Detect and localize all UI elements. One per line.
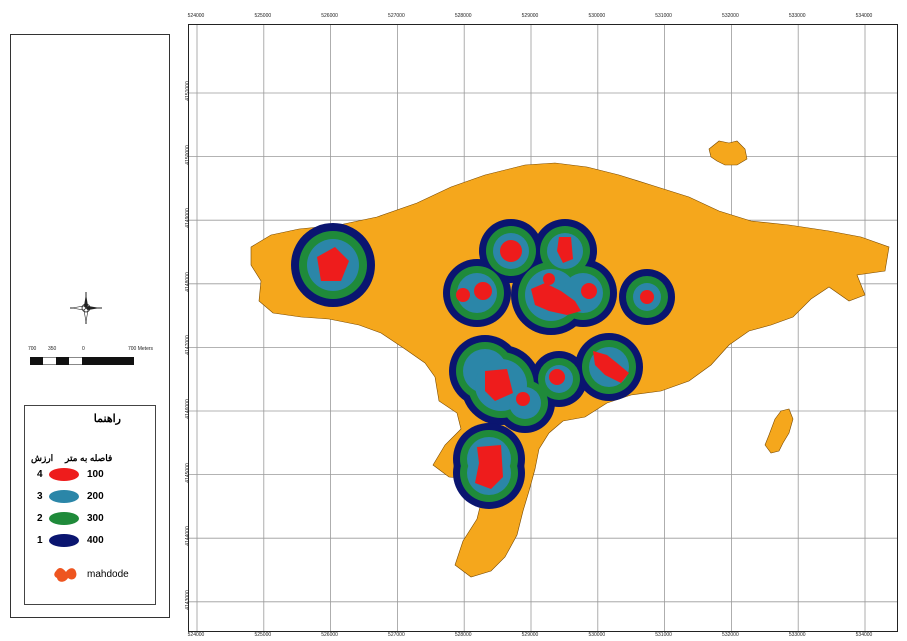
legend-title: راهنما bbox=[93, 413, 121, 425]
x-tick-label: 532000 bbox=[722, 13, 739, 19]
legend-distance: 400 bbox=[87, 535, 104, 546]
x-tick-label: 529000 bbox=[521, 632, 539, 638]
north-arrow-icon bbox=[70, 292, 102, 324]
mahdode-swatch-icon bbox=[54, 568, 77, 582]
legend-swatch-200 bbox=[49, 490, 79, 503]
x-tick-label: 532000 bbox=[722, 632, 739, 638]
x-tick-label: 524000 bbox=[187, 13, 205, 19]
x-tick-label: 524000 bbox=[187, 632, 205, 638]
legend: راهنما فاصله به متر ارزش 4 100 3 200 2 3… bbox=[24, 405, 156, 605]
x-tick-label: 531000 bbox=[655, 13, 672, 19]
legend-header-value: ارزش bbox=[31, 453, 54, 463]
x-tick-label: 533000 bbox=[788, 632, 806, 638]
legend-value: 2 bbox=[37, 513, 43, 524]
x-tick-label: 529000 bbox=[521, 13, 539, 19]
legend-distance: 100 bbox=[87, 469, 104, 480]
legend-row: 3 200 bbox=[25, 488, 155, 506]
x-tick-label: 528000 bbox=[454, 632, 472, 638]
legend-swatch-400 bbox=[49, 534, 79, 547]
buffer-cluster-center-south bbox=[449, 333, 643, 433]
x-tick-label: 525000 bbox=[254, 13, 272, 19]
x-tick-label: 530000 bbox=[588, 632, 606, 638]
map-canvas bbox=[189, 25, 897, 631]
x-tick-label: 534000 bbox=[855, 632, 873, 638]
legend-value: 3 bbox=[37, 491, 43, 502]
x-tick-label: 531000 bbox=[655, 632, 672, 638]
x-tick-label: 527000 bbox=[388, 13, 405, 19]
buffer-cluster-west bbox=[291, 223, 375, 307]
legend-swatch-300 bbox=[49, 512, 79, 525]
x-tick-label: 534000 bbox=[855, 13, 873, 19]
map-frame bbox=[188, 24, 898, 632]
legend-value: 4 bbox=[37, 469, 43, 480]
legend-swatch-100 bbox=[49, 468, 79, 481]
x-tick-label: 525000 bbox=[254, 632, 272, 638]
legend-row: 1 400 bbox=[25, 532, 155, 550]
x-tick-label: 533000 bbox=[788, 13, 806, 19]
island-top-right bbox=[708, 140, 748, 166]
x-tick-label: 526000 bbox=[321, 13, 338, 19]
scale-label-2: 0 bbox=[82, 346, 85, 352]
legend-distance: 200 bbox=[87, 491, 104, 502]
legend-header-distance: فاصله به متر bbox=[65, 453, 113, 463]
island-east bbox=[764, 408, 794, 454]
scale-label-0: 700 bbox=[28, 346, 37, 352]
legend-mahdode-label: mahdode bbox=[87, 569, 129, 580]
legend-row-mahdode: mahdode bbox=[25, 566, 155, 584]
buffer-cluster-south bbox=[453, 423, 525, 509]
legend-row: 4 100 bbox=[25, 466, 155, 484]
scale-label-3: 700 Meters bbox=[128, 346, 154, 352]
scalebar bbox=[30, 357, 134, 365]
x-tick-label: 528000 bbox=[454, 13, 472, 19]
buffer-cluster-center-north bbox=[443, 219, 675, 335]
legend-row: 2 300 bbox=[25, 510, 155, 528]
legend-value: 1 bbox=[37, 535, 43, 546]
x-tick-label: 526000 bbox=[321, 632, 338, 638]
legend-distance: 300 bbox=[87, 513, 104, 524]
x-tick-label: 527000 bbox=[388, 632, 405, 638]
scale-label-1: 350 bbox=[48, 346, 57, 352]
x-tick-label: 530000 bbox=[588, 13, 606, 19]
